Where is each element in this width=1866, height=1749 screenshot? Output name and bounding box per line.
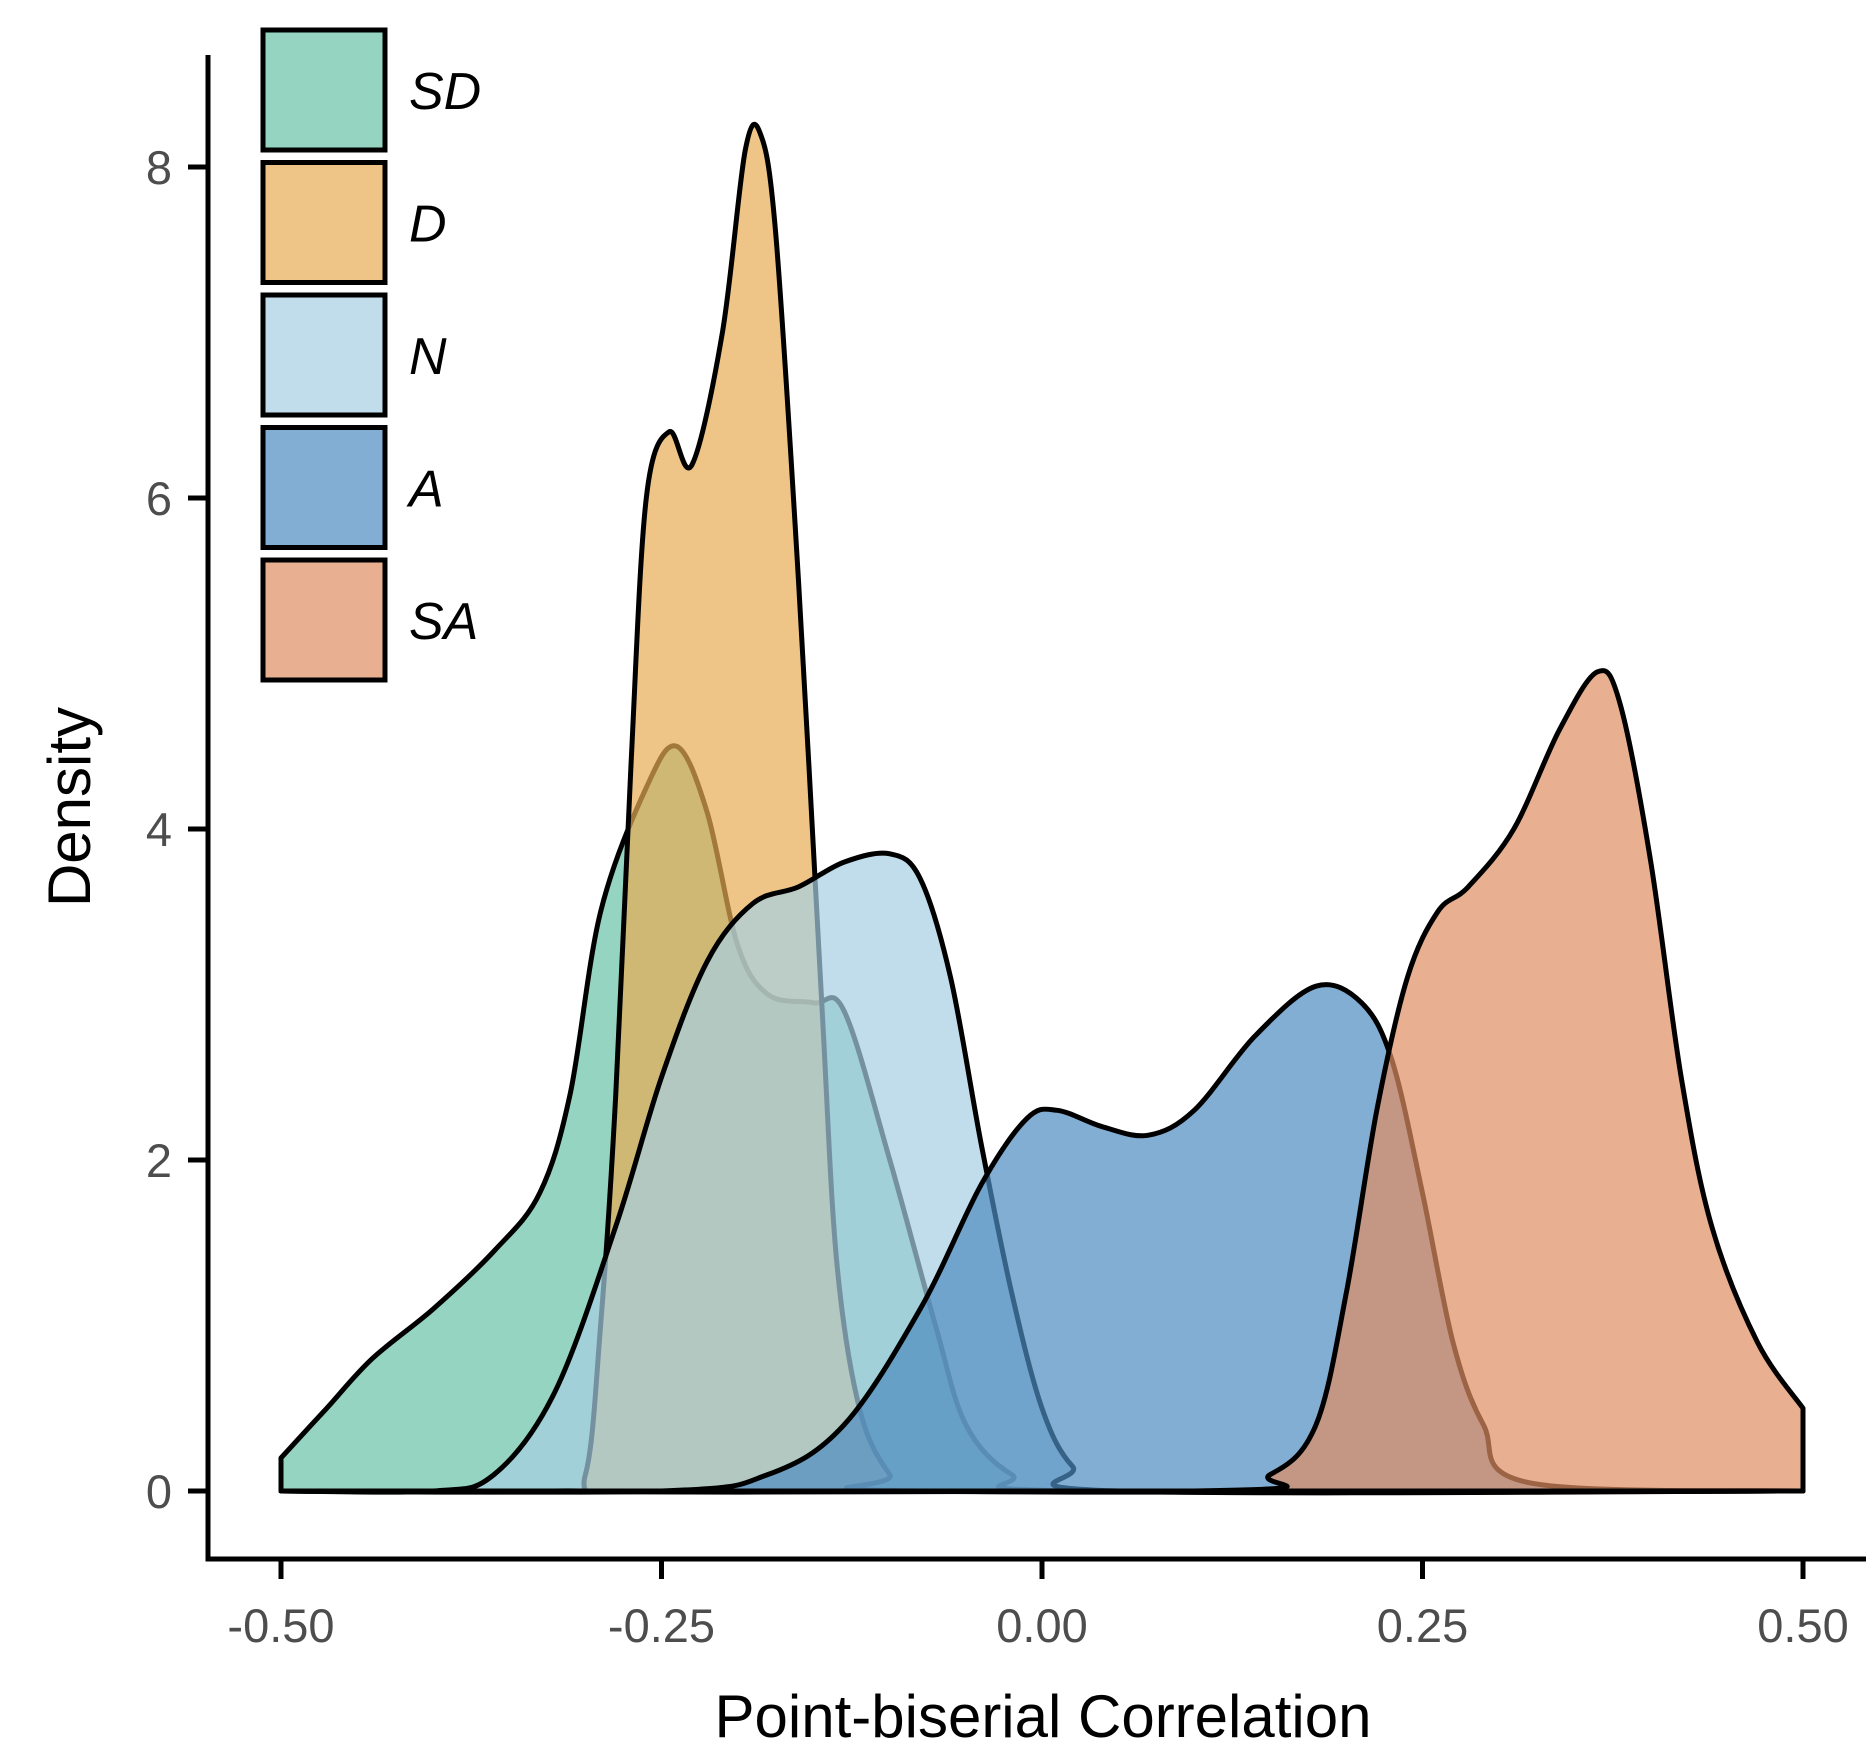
density-areas <box>278 121 1806 1496</box>
x-tick-label: -0.25 <box>608 1599 715 1652</box>
y-tick-label: 6 <box>146 472 172 525</box>
axes: 0 2 4 6 8 -0.50 -0.25 0.00 0.25 0.50 <box>146 55 1866 1652</box>
legend-label-sd: SD <box>409 63 481 121</box>
y-tick-label: 4 <box>146 803 172 856</box>
legend-key-a <box>260 425 388 550</box>
legend-key-n <box>260 292 388 418</box>
legend-key-sd <box>260 27 388 153</box>
legend-label-n: N <box>409 328 447 386</box>
legend-label-d: D <box>409 196 447 254</box>
x-tick-label: 0.25 <box>1377 1599 1468 1652</box>
legend: SD D N A SA <box>260 27 481 683</box>
y-tick-label: 8 <box>146 141 172 194</box>
x-tick-label: -0.50 <box>227 1599 334 1652</box>
density-area-sa <box>278 668 1806 1495</box>
x-tick-label: 0.00 <box>996 1599 1087 1652</box>
y-axis-title: Density <box>36 707 103 907</box>
legend-key-d <box>260 160 388 285</box>
legend-label-sa: SA <box>409 593 478 651</box>
legend-label-a: A <box>406 461 444 519</box>
x-axis-title: Point-biserial Correlation <box>715 1683 1372 1749</box>
x-tick-label: 0.50 <box>1757 1599 1848 1652</box>
y-tick-label: 0 <box>146 1465 172 1518</box>
y-tick-label: 2 <box>146 1134 172 1187</box>
legend-key-sa <box>260 557 388 683</box>
